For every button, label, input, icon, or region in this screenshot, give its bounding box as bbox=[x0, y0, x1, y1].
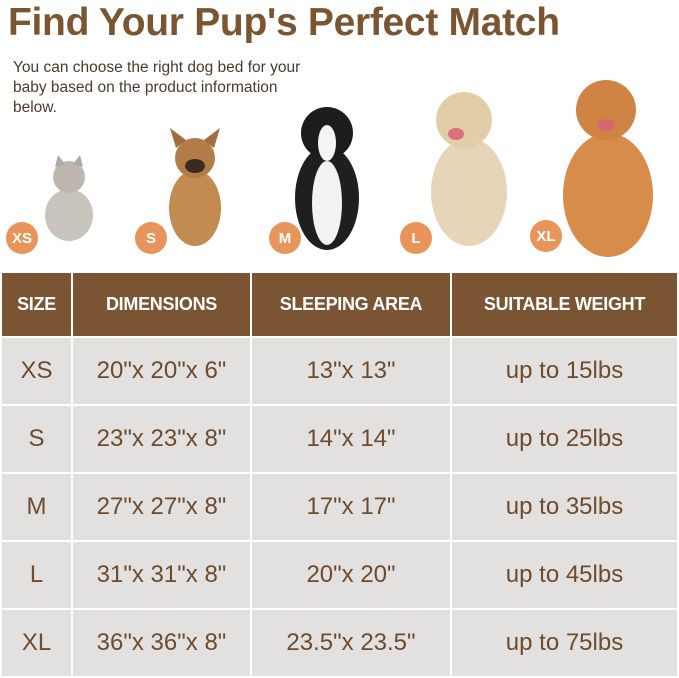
golden-retriever-puppy-image bbox=[431, 92, 507, 246]
header-size: SIZE bbox=[2, 273, 71, 336]
table-row: XS 20"x 20"x 6" 13"x 13" up to 15lbs bbox=[2, 338, 677, 404]
cell-size: S bbox=[2, 406, 71, 472]
cell-weight: up to 15lbs bbox=[452, 338, 677, 404]
cell-dimensions: 36"x 36"x 8" bbox=[73, 610, 250, 676]
table-row: S 23"x 23"x 8" 14"x 14" up to 25lbs bbox=[2, 406, 677, 472]
cell-sleeping-area: 14"x 14" bbox=[252, 406, 450, 472]
cell-size: XL bbox=[2, 610, 71, 676]
cell-weight: up to 25lbs bbox=[452, 406, 677, 472]
cell-sleeping-area: 13"x 13" bbox=[252, 338, 450, 404]
table-row: M 27"x 27"x 8" 17"x 17" up to 35lbs bbox=[2, 474, 677, 540]
size-badge-m: M bbox=[269, 222, 301, 254]
cell-sleeping-area: 20"x 20" bbox=[252, 542, 450, 608]
size-chart-table: SIZE DIMENSIONS SLEEPING AREA SUITABLE W… bbox=[0, 271, 679, 678]
size-badge-xs: XS bbox=[6, 222, 38, 254]
table-header-row: SIZE DIMENSIONS SLEEPING AREA SUITABLE W… bbox=[2, 273, 677, 336]
cell-weight: up to 75lbs bbox=[452, 610, 677, 676]
cell-weight: up to 35lbs bbox=[452, 474, 677, 540]
table-row: XL 36"x 36"x 8" 23.5"x 23.5" up to 75lbs bbox=[2, 610, 677, 676]
cell-weight: up to 45lbs bbox=[452, 542, 677, 608]
cell-size: XS bbox=[2, 338, 71, 404]
subtitle: You can choose the right dog bed for you… bbox=[13, 59, 301, 116]
cell-dimensions: 27"x 27"x 8" bbox=[73, 474, 250, 540]
size-badge-xl: XL bbox=[530, 220, 562, 252]
french-bulldog-image bbox=[169, 128, 221, 246]
border-collie-image bbox=[295, 107, 359, 250]
cell-dimensions: 23"x 23"x 8" bbox=[73, 406, 250, 472]
cell-sleeping-area: 17"x 17" bbox=[252, 474, 450, 540]
cell-dimensions: 31"x 31"x 8" bbox=[73, 542, 250, 608]
cat-image bbox=[45, 155, 93, 241]
cell-dimensions: 20"x 20"x 6" bbox=[73, 338, 250, 404]
cell-size: L bbox=[2, 542, 71, 608]
cell-size: M bbox=[2, 474, 71, 540]
header-sleeping-area: SLEEPING AREA bbox=[252, 273, 450, 336]
cell-sleeping-area: 23.5"x 23.5" bbox=[252, 610, 450, 676]
golden-retriever-image bbox=[563, 80, 653, 257]
page-title: Find Your Pup's Perfect Match bbox=[8, 1, 560, 44]
table-row: L 31"x 31"x 8" 20"x 20" up to 45lbs bbox=[2, 542, 677, 608]
size-badge-l: L bbox=[400, 222, 432, 254]
header-suitable-weight: SUITABLE WEIGHT bbox=[452, 273, 677, 336]
header-dimensions: DIMENSIONS bbox=[73, 273, 250, 336]
size-badge-s: S bbox=[135, 222, 167, 254]
